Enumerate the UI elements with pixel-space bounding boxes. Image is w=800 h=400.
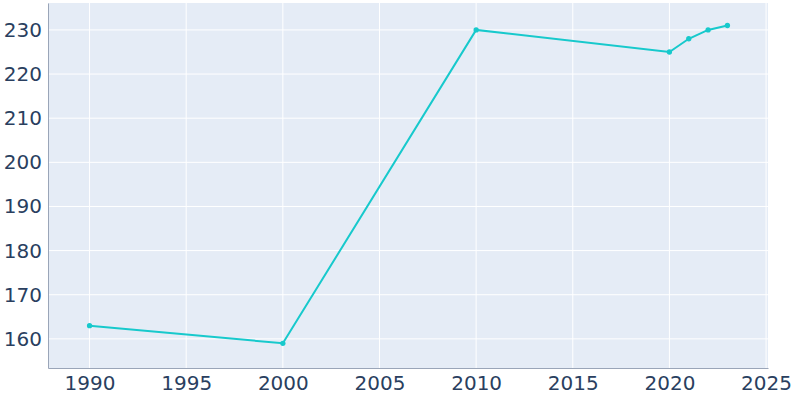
y-tick-label: 160: [4, 327, 42, 351]
y-tick-label: 230: [4, 18, 42, 42]
marker: [725, 23, 730, 28]
y-tick: 190: [4, 194, 48, 218]
marker: [686, 36, 691, 41]
marker: [667, 49, 672, 54]
x-axis-line: [49, 368, 769, 369]
y-tick-label: 190: [4, 194, 42, 218]
marker: [87, 323, 92, 328]
y-grid-line: [48, 74, 768, 75]
x-axis: 1990 1995 2000 2005 2010 2015 2020 2025: [49, 368, 793, 395]
y-tick: 180: [4, 238, 48, 262]
y-axis-line: [48, 4, 49, 369]
x-tick-label: 2010: [451, 371, 502, 395]
marker: [473, 27, 478, 32]
y-tick: 220: [4, 62, 48, 86]
x-tick: 2025: [741, 368, 792, 395]
x-tick-label: 2020: [644, 371, 695, 395]
y-tick: 170: [4, 283, 48, 307]
x-grid-line: [766, 3, 767, 368]
x-tick-label: 1990: [65, 371, 116, 395]
y-grid-line: [48, 29, 768, 30]
y-tick-label: 200: [4, 150, 42, 174]
plot: 1990 1995 2000 2005 2010 2015 2020 2025 160 170 18…: [4, 3, 792, 395]
x-tick: 2000: [258, 368, 309, 395]
x-grid-line: [572, 3, 573, 368]
y-grid-line: [48, 206, 768, 207]
x-tick-label: 2005: [355, 371, 406, 395]
x-tick: 2005: [355, 368, 406, 395]
marker: [280, 341, 285, 346]
plot-background: [48, 3, 768, 368]
y-tick-label: 210: [4, 106, 42, 130]
series: [87, 23, 730, 346]
x-grid-line: [282, 3, 283, 368]
y-grid-line: [48, 250, 768, 251]
chart: 1990 1995 2000 2005 2010 2015 2020 2025 160 170 18…: [0, 0, 800, 400]
x-tick: 2020: [644, 368, 695, 395]
x-tick-label: 2025: [741, 371, 792, 395]
y-axis: 160 170 180 190 200 210 220 230: [4, 4, 49, 369]
x-grid-line: [476, 3, 477, 368]
y-tick-label: 180: [4, 238, 42, 262]
y-tick-label: 220: [4, 62, 42, 86]
x-tick-label: 2000: [258, 371, 309, 395]
y-grid-line: [48, 294, 768, 295]
y-grid-line: [48, 162, 768, 163]
y-grid-line: [48, 118, 768, 119]
x-tick: 1990: [65, 368, 116, 395]
x-tick: 1995: [161, 368, 212, 395]
y-tick-label: 170: [4, 283, 42, 307]
grid: [48, 3, 768, 368]
x-tick-label: 2015: [548, 371, 599, 395]
x-tick: 2015: [548, 368, 599, 395]
x-tick: 2010: [451, 368, 502, 395]
y-tick: 230: [4, 18, 48, 42]
y-tick: 160: [4, 327, 48, 351]
x-grid-line: [186, 3, 187, 368]
y-grid-line: [48, 338, 768, 339]
x-tick-label: 1995: [161, 371, 212, 395]
marker: [705, 27, 710, 32]
x-grid-line: [89, 3, 90, 368]
x-grid-line: [669, 3, 670, 368]
y-tick: 200: [4, 150, 48, 174]
line: [90, 26, 728, 344]
y-tick: 210: [4, 106, 48, 130]
